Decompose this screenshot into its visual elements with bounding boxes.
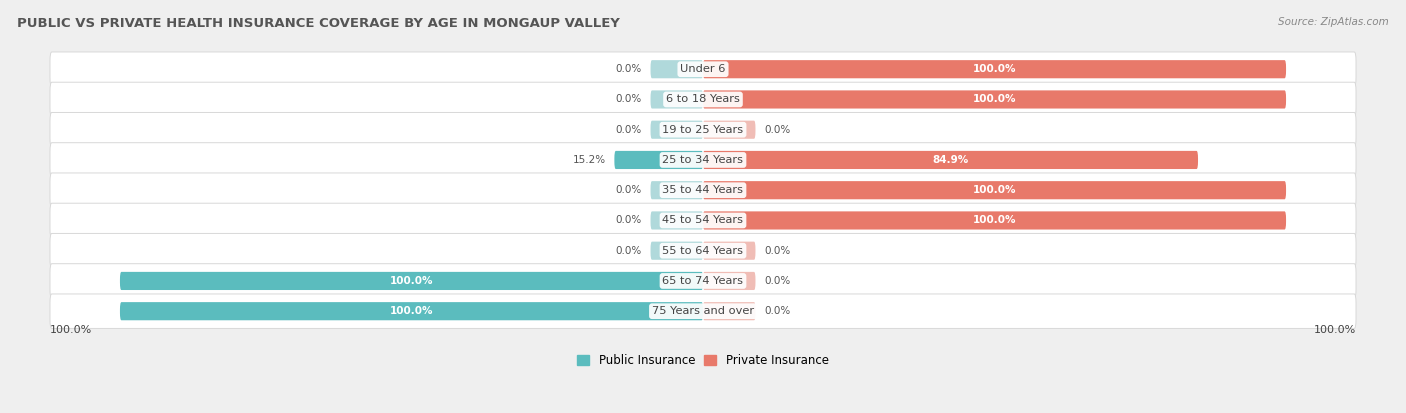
Text: 100.0%: 100.0%: [973, 64, 1017, 74]
FancyBboxPatch shape: [703, 181, 1286, 199]
Text: 0.0%: 0.0%: [616, 185, 641, 195]
Text: Under 6: Under 6: [681, 64, 725, 74]
Text: 0.0%: 0.0%: [616, 95, 641, 104]
FancyBboxPatch shape: [51, 52, 1355, 86]
Text: 100.0%: 100.0%: [1313, 325, 1355, 335]
Text: 100.0%: 100.0%: [389, 306, 433, 316]
FancyBboxPatch shape: [703, 121, 755, 139]
FancyBboxPatch shape: [703, 302, 755, 320]
Text: 75 Years and over: 75 Years and over: [652, 306, 754, 316]
FancyBboxPatch shape: [120, 302, 703, 320]
FancyBboxPatch shape: [614, 151, 703, 169]
Text: 84.9%: 84.9%: [932, 155, 969, 165]
FancyBboxPatch shape: [651, 121, 703, 139]
FancyBboxPatch shape: [703, 211, 1286, 230]
FancyBboxPatch shape: [120, 272, 703, 290]
FancyBboxPatch shape: [703, 242, 755, 260]
Text: 0.0%: 0.0%: [765, 306, 790, 316]
FancyBboxPatch shape: [651, 211, 703, 230]
Text: 0.0%: 0.0%: [765, 246, 790, 256]
FancyBboxPatch shape: [703, 272, 755, 290]
Text: 0.0%: 0.0%: [765, 125, 790, 135]
FancyBboxPatch shape: [651, 242, 703, 260]
FancyBboxPatch shape: [703, 60, 1286, 78]
Text: Source: ZipAtlas.com: Source: ZipAtlas.com: [1278, 17, 1389, 26]
Text: 0.0%: 0.0%: [616, 64, 641, 74]
Text: 100.0%: 100.0%: [389, 276, 433, 286]
Text: 25 to 34 Years: 25 to 34 Years: [662, 155, 744, 165]
FancyBboxPatch shape: [51, 233, 1355, 268]
FancyBboxPatch shape: [51, 264, 1355, 298]
FancyBboxPatch shape: [51, 112, 1355, 147]
Text: 19 to 25 Years: 19 to 25 Years: [662, 125, 744, 135]
FancyBboxPatch shape: [51, 173, 1355, 207]
Text: 100.0%: 100.0%: [973, 95, 1017, 104]
Text: 35 to 44 Years: 35 to 44 Years: [662, 185, 744, 195]
Text: 100.0%: 100.0%: [973, 216, 1017, 225]
Legend: Public Insurance, Private Insurance: Public Insurance, Private Insurance: [572, 349, 834, 372]
Text: 100.0%: 100.0%: [973, 185, 1017, 195]
Text: 0.0%: 0.0%: [616, 246, 641, 256]
FancyBboxPatch shape: [51, 294, 1355, 328]
FancyBboxPatch shape: [51, 143, 1355, 177]
Text: 65 to 74 Years: 65 to 74 Years: [662, 276, 744, 286]
Text: 45 to 54 Years: 45 to 54 Years: [662, 216, 744, 225]
FancyBboxPatch shape: [51, 203, 1355, 238]
Text: 100.0%: 100.0%: [51, 325, 93, 335]
FancyBboxPatch shape: [703, 151, 1198, 169]
Text: 0.0%: 0.0%: [616, 125, 641, 135]
FancyBboxPatch shape: [51, 82, 1355, 117]
Text: 15.2%: 15.2%: [572, 155, 606, 165]
Text: 0.0%: 0.0%: [765, 276, 790, 286]
FancyBboxPatch shape: [703, 90, 1286, 109]
Text: 55 to 64 Years: 55 to 64 Years: [662, 246, 744, 256]
Text: 6 to 18 Years: 6 to 18 Years: [666, 95, 740, 104]
FancyBboxPatch shape: [651, 90, 703, 109]
FancyBboxPatch shape: [651, 60, 703, 78]
FancyBboxPatch shape: [651, 181, 703, 199]
Text: 0.0%: 0.0%: [616, 216, 641, 225]
Text: PUBLIC VS PRIVATE HEALTH INSURANCE COVERAGE BY AGE IN MONGAUP VALLEY: PUBLIC VS PRIVATE HEALTH INSURANCE COVER…: [17, 17, 620, 29]
